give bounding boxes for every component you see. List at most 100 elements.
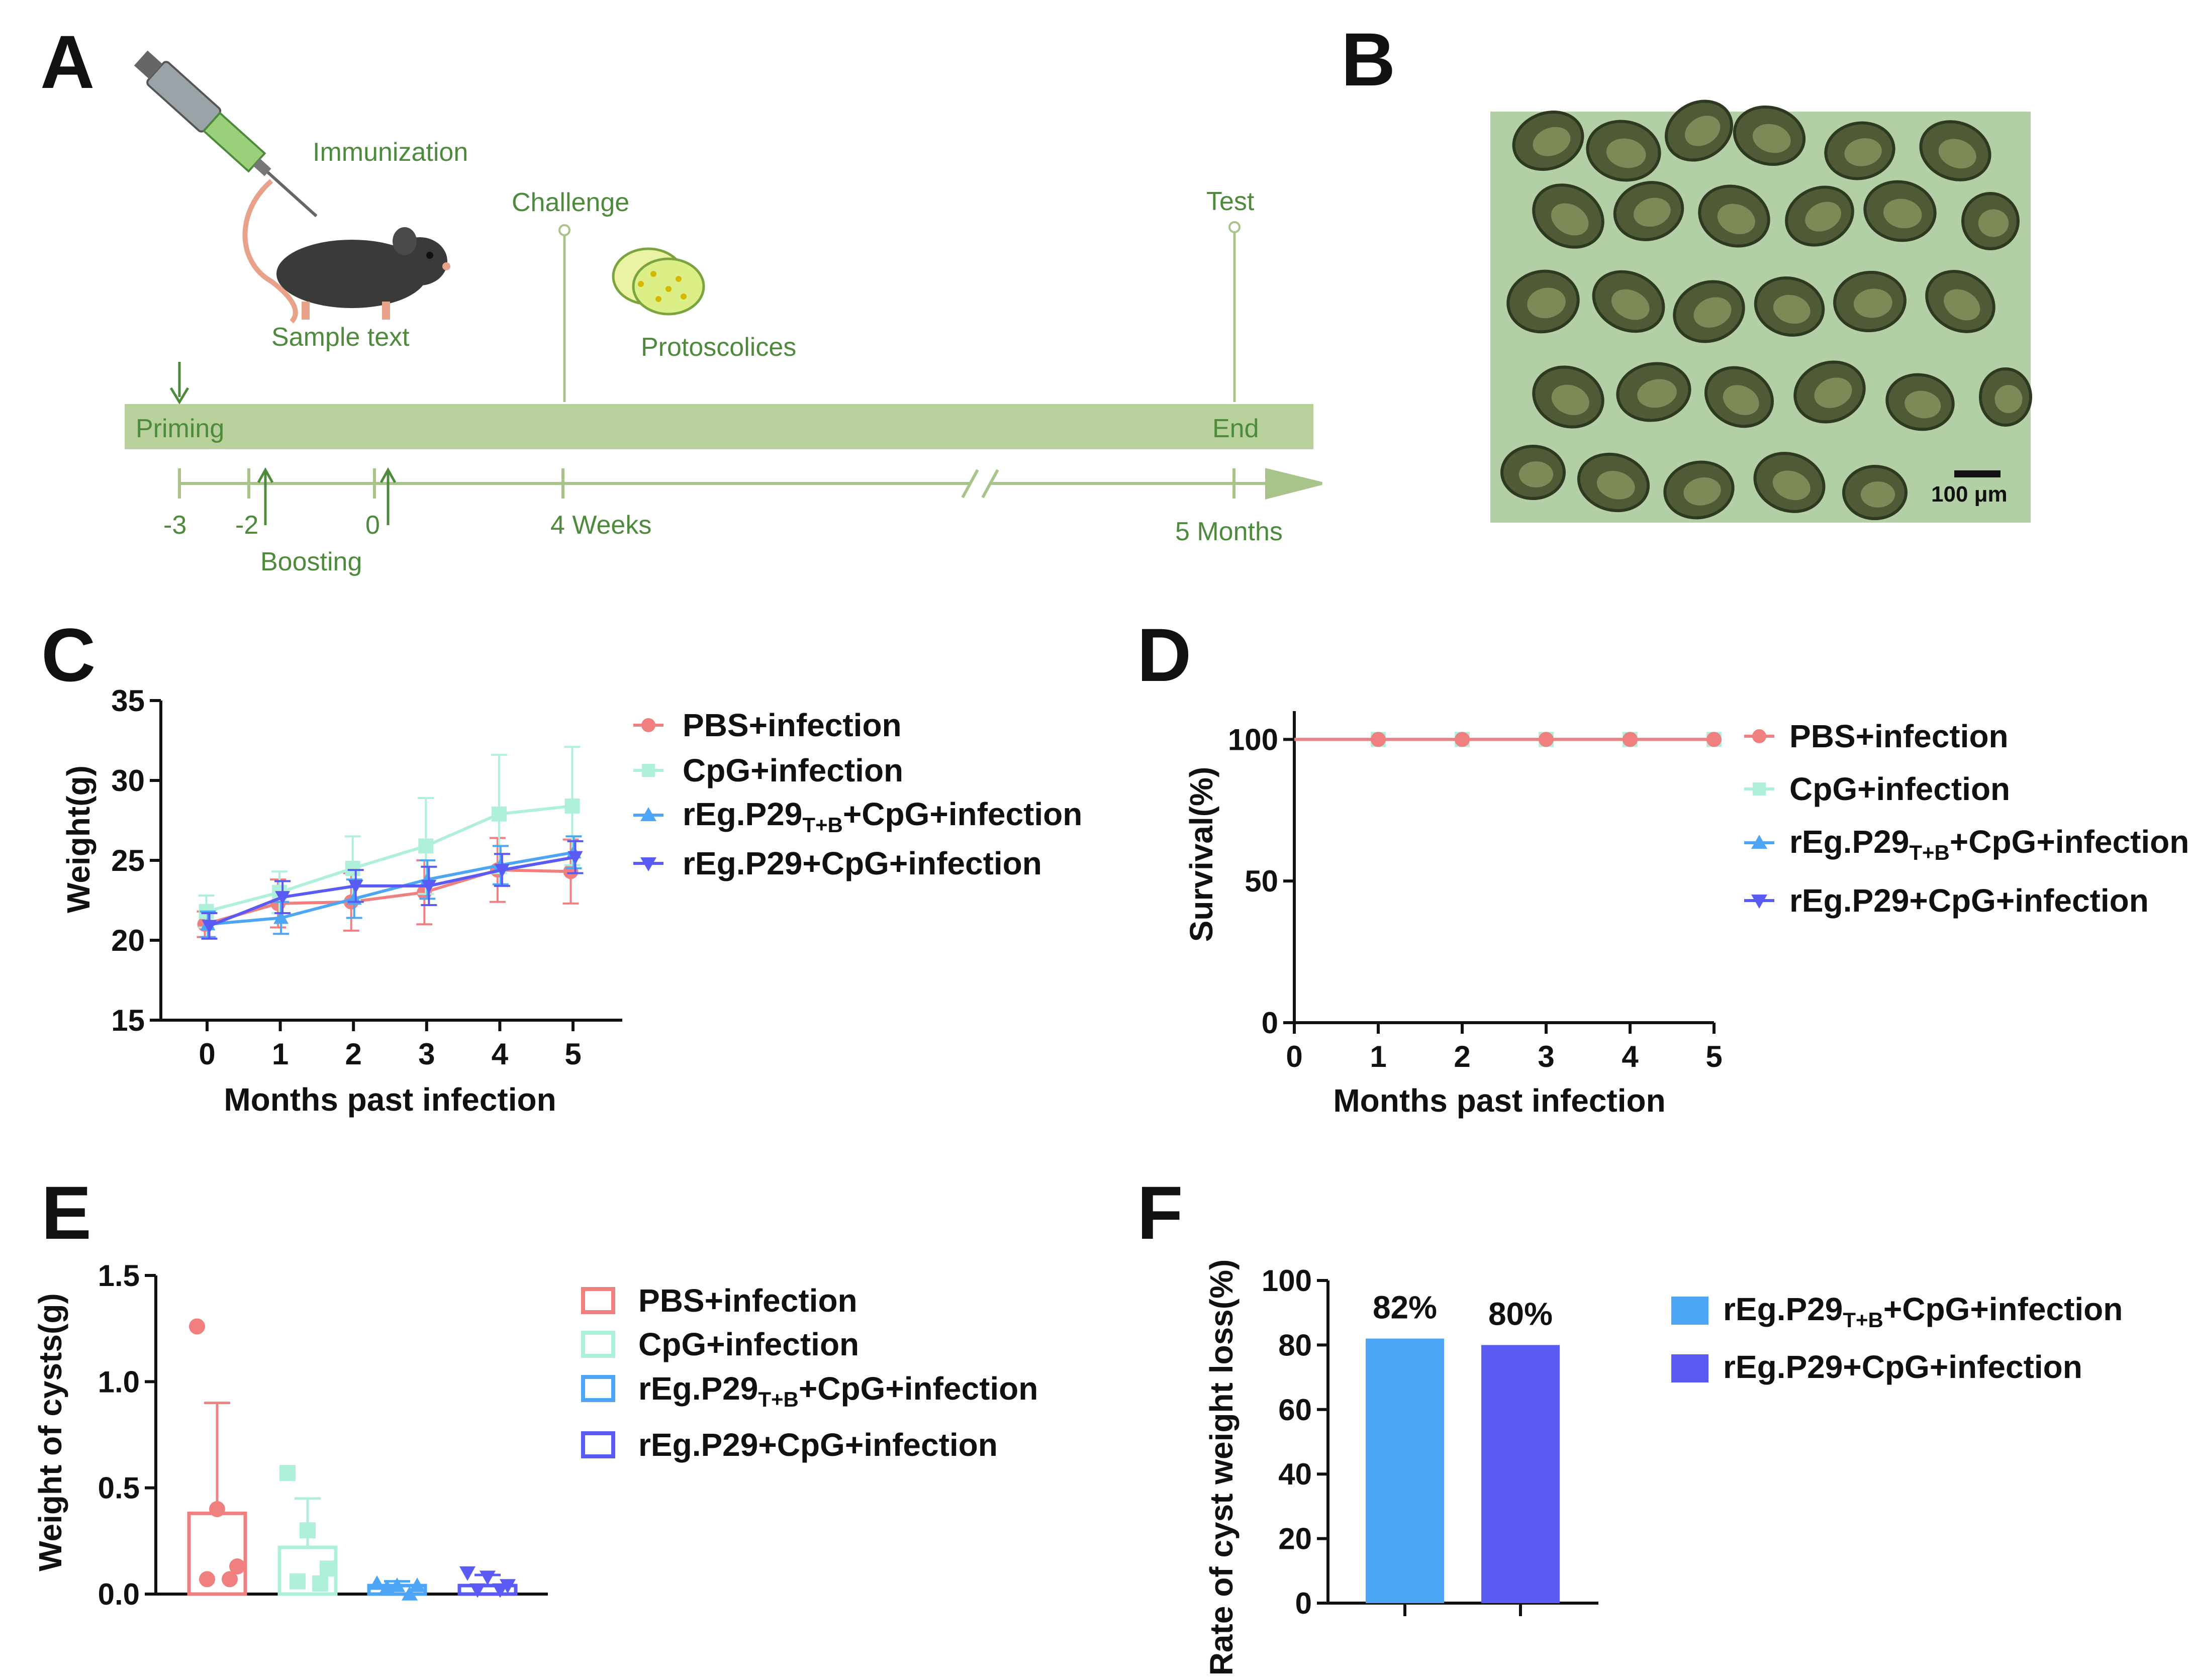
data-point xyxy=(567,851,583,865)
data-point xyxy=(1371,732,1386,747)
x-tick-label: 3 xyxy=(1538,1040,1554,1073)
x-tick-label: 1 xyxy=(1370,1040,1386,1073)
timeline-bar xyxy=(125,404,1313,449)
legend-c: PBS+infection CpG+infection rEg.P29T+B+C… xyxy=(633,707,1082,881)
x-tick-label: 0 xyxy=(199,1037,215,1071)
protoscolex-core xyxy=(1637,379,1677,408)
legend-d-pbs-marker xyxy=(1752,729,1766,743)
tick-5months: 5 Months xyxy=(1175,517,1283,546)
panel-letter-e: E xyxy=(41,1170,91,1255)
legend-f-tb: rEg.P29T+B+CpG+infection xyxy=(1723,1291,2123,1332)
tick-zero: 0 xyxy=(365,511,380,540)
boost-arrow-1 xyxy=(257,467,274,525)
legend-f-tb-marker xyxy=(1671,1297,1708,1325)
data-point xyxy=(275,891,291,905)
chart-weight: 15 20 25 30 35 0 1 2 3 4 5 xyxy=(111,684,622,1071)
x-tick-label: 2 xyxy=(345,1037,362,1071)
tick-4weeks: 4 Weeks xyxy=(550,511,651,540)
legend-d-cpg: CpG+infection xyxy=(1789,771,2010,807)
legend-f-p29: rEg.P29+CpG+infection xyxy=(1723,1349,2082,1385)
legend-d-cpg-marker xyxy=(1753,782,1766,796)
data-point xyxy=(202,920,217,934)
chart-c-ylabel: Weight(g) xyxy=(60,765,97,913)
protoscolex-cells xyxy=(1500,100,2032,520)
legend-e-tb: rEg.P29T+B+CpG+infection xyxy=(638,1370,1038,1411)
x-tick-label: 4 xyxy=(1622,1040,1639,1073)
panel-f: F 0 20 40 60 80 100 82% 80% Rate of cyst weight… xyxy=(1137,1170,2123,1675)
protoscolex-core xyxy=(1805,202,1841,232)
data-point xyxy=(312,1575,328,1592)
protoscolex-core xyxy=(1633,197,1671,227)
test-marker xyxy=(1228,221,1241,233)
protoscolex-core xyxy=(1944,289,1980,321)
legend-f-p29-marker xyxy=(1671,1354,1708,1382)
protoscolex-core xyxy=(1772,470,1811,501)
protoscolices-icon xyxy=(612,247,705,316)
legend-c-p29-marker xyxy=(640,857,656,871)
protoscolex-core xyxy=(1611,289,1650,320)
protoscolices-label: Protoscolices xyxy=(641,333,796,362)
priming-label: Priming xyxy=(136,414,224,443)
panel-a: A Immunization Sample text xyxy=(40,20,1322,576)
y-tick-label: 50 xyxy=(1245,864,1278,898)
chart-c-xlabel: Months past infection xyxy=(224,1081,556,1118)
challenge-label: Challenge xyxy=(512,188,629,217)
chart-cyst-weight: 0.0 0.5 1.0 1.5 xyxy=(98,1259,548,1611)
y-tick-label: 60 xyxy=(1278,1393,1312,1427)
series-line xyxy=(208,851,575,926)
y-tick-label: 0 xyxy=(1295,1587,1312,1620)
legend-d-p29-marker xyxy=(1751,895,1767,909)
y-tick-label: 20 xyxy=(111,924,145,957)
tick-minus2: -2 xyxy=(235,511,258,540)
y-tick-label: 20 xyxy=(1278,1522,1312,1556)
data-label: 82% xyxy=(1373,1290,1437,1326)
data-point xyxy=(199,1571,215,1588)
data-point xyxy=(491,806,507,822)
data-point xyxy=(222,1571,238,1588)
end-label: End xyxy=(1212,414,1259,443)
data-point xyxy=(189,1318,205,1335)
data-point xyxy=(418,838,434,854)
data-point xyxy=(379,1579,395,1595)
panel-letter-f: F xyxy=(1137,1170,1183,1255)
legend-e-cpg-marker xyxy=(581,1331,615,1358)
data-point xyxy=(494,864,510,878)
protoscolex-core xyxy=(1938,139,1976,169)
chart-e-ylabel: Weight of cysts(g) xyxy=(32,1293,68,1571)
protoscolex-core xyxy=(1717,204,1755,235)
panel-letter-d: D xyxy=(1137,613,1191,697)
legend-d-tb-marker xyxy=(1751,835,1767,849)
protoscolex-core xyxy=(1860,481,1895,508)
protoscolex-core xyxy=(1693,297,1732,328)
protoscolex-core xyxy=(1978,209,2009,237)
protoscolex-core xyxy=(1683,477,1721,506)
data-point xyxy=(1623,732,1638,747)
data-point xyxy=(279,1465,296,1481)
protoscolex-core xyxy=(1527,287,1566,319)
y-tick-label: 1.0 xyxy=(98,1365,140,1399)
protoscolex-core xyxy=(1596,471,1635,500)
y-tick-label: 100 xyxy=(1228,723,1278,756)
chart-weight-loss: 0 20 40 60 80 100 82% 80% xyxy=(1262,1264,1598,1620)
y-tick-label: 0 xyxy=(1262,1006,1278,1040)
data-point xyxy=(421,879,437,894)
data-point xyxy=(1706,732,1722,747)
protoscolex-core xyxy=(1606,138,1646,168)
test-label: Test xyxy=(1206,187,1255,216)
data-point xyxy=(1455,732,1470,747)
protoscolex-core xyxy=(1518,461,1554,487)
protoscolex-core xyxy=(1844,138,1882,166)
panel-d: D 0 50 100 0 1 2 3 4 5 Months past infection Sur… xyxy=(1137,613,2189,1119)
chart-d-xlabel: Months past infection xyxy=(1333,1082,1665,1119)
data-point xyxy=(480,1570,496,1586)
data-point xyxy=(1539,732,1554,747)
data-label: 80% xyxy=(1488,1296,1553,1332)
data-point xyxy=(229,1558,245,1575)
data-point xyxy=(500,1579,516,1594)
protoscolex-core xyxy=(1853,288,1892,318)
y-tick-label: 0.5 xyxy=(98,1471,140,1505)
chart-survival: 0 50 100 0 1 2 3 4 5 xyxy=(1228,711,1723,1073)
protoscolex-core xyxy=(1994,385,2023,413)
legend-e-tb-marker xyxy=(581,1375,615,1402)
panel-e: E 0.0 0.5 1.0 1.5 Weight of cysts(g) PBS+in… xyxy=(32,1170,1038,1611)
